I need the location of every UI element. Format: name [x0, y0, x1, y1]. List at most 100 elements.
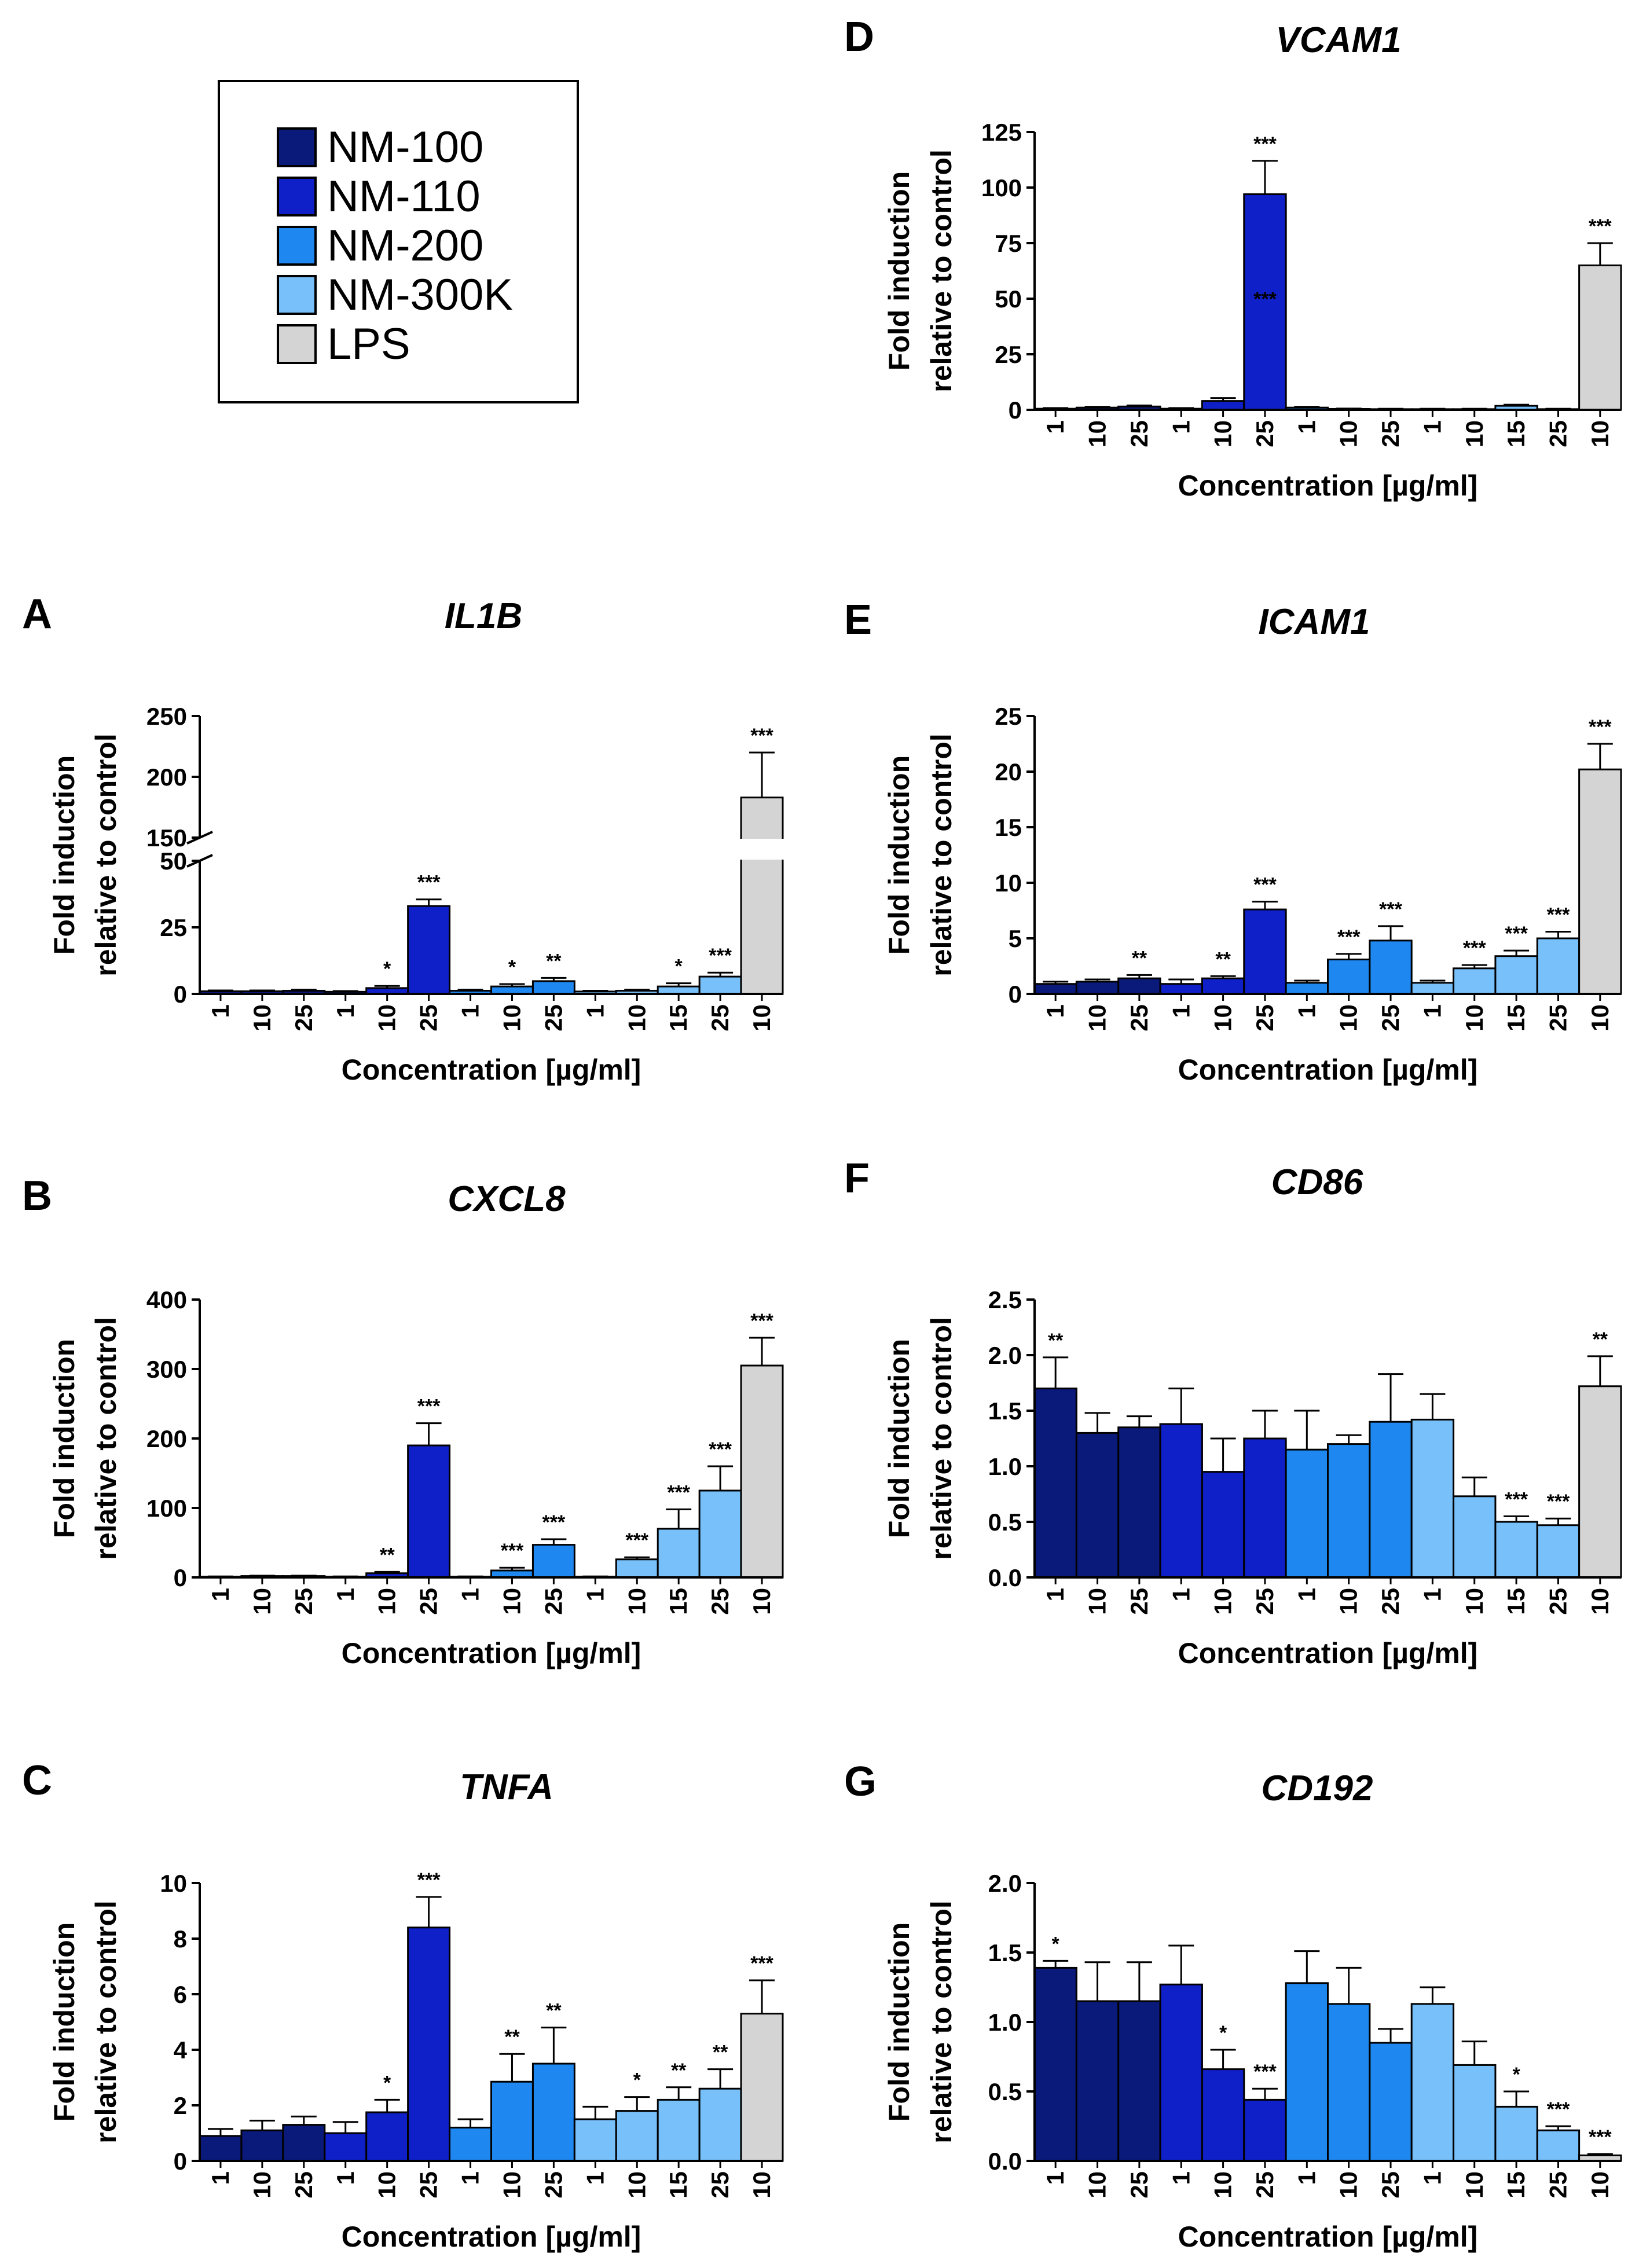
x-tick-label: 25 — [1125, 1004, 1153, 1032]
bar — [1369, 2042, 1413, 2162]
significance-marker: ** — [546, 2000, 562, 2022]
x-tick-label: 25 — [1377, 1588, 1404, 1615]
y-axis-label: relative to control — [925, 733, 958, 977]
significance-marker: *** — [750, 1310, 773, 1332]
bar — [1075, 981, 1120, 995]
panel-letter: G — [844, 1759, 877, 1805]
x-tick-label: 25 — [1544, 420, 1571, 447]
significance-marker: ** — [1048, 1330, 1064, 1352]
x-tick-label: 1 — [1418, 1588, 1446, 1601]
bar — [531, 980, 575, 995]
bar — [698, 1489, 742, 1579]
bar — [573, 2118, 617, 2162]
x-tick-label: 1 — [207, 2171, 234, 2185]
x-tick-label: 15 — [665, 1004, 692, 1032]
bar — [1369, 1421, 1413, 1579]
y-axis-label: Fold induction — [48, 1339, 80, 1538]
bar — [1494, 955, 1538, 995]
bar — [1453, 1495, 1497, 1579]
y-axis-label: relative to control — [925, 1900, 958, 2144]
bar — [1536, 1524, 1581, 1579]
x-tick-label: 1 — [1042, 2171, 1069, 2185]
y-tick-label: 25 — [995, 341, 1022, 368]
bar — [407, 905, 451, 995]
x-tick-label: 25 — [1377, 2171, 1404, 2199]
panel-title: ICAM1 — [1259, 602, 1370, 642]
x-tick-label: 10 — [1461, 1004, 1488, 1032]
bar — [1159, 1423, 1203, 1579]
y-axis-label: Fold induction — [48, 755, 80, 955]
x-tick-label: 10 — [1586, 420, 1614, 447]
x-tick-label: 1 — [1042, 1588, 1069, 1601]
x-tick-label: 1 — [1167, 420, 1194, 434]
significance-marker: ** — [546, 950, 562, 972]
y-axis-label: relative to control — [925, 149, 958, 392]
significance-marker: * — [675, 956, 683, 978]
significance-marker: *** — [1253, 2061, 1277, 2083]
x-tick-label: 1 — [1167, 1588, 1194, 1601]
bar — [407, 1926, 451, 2162]
x-tick-label: 15 — [665, 2171, 692, 2199]
y-axis-label: relative to control — [925, 1317, 958, 1560]
bar — [1159, 1983, 1203, 2162]
significance-marker: * — [508, 956, 516, 978]
significance-marker: ** — [1215, 948, 1231, 970]
y-axis-label: Fold induction — [883, 1922, 915, 2122]
significance-marker: *** — [709, 945, 732, 967]
y-axis-label: Fold induction — [883, 755, 915, 955]
bar — [657, 2098, 701, 2162]
bar — [490, 2080, 534, 2162]
x-tick-label: 1 — [1418, 2171, 1446, 2185]
x-tick-label: 25 — [290, 1004, 317, 1032]
x-tick-label: 10 — [248, 1004, 276, 1032]
x-axis-label: Concentration [µg/ml] — [342, 1054, 641, 1086]
significance-marker: *** — [750, 725, 773, 747]
significance-marker: *** — [1547, 904, 1570, 926]
y-tick-label: 0.0 — [988, 2148, 1022, 2175]
significance-marker: ** — [1132, 947, 1147, 969]
bar — [1536, 937, 1581, 995]
panel-e: E ICAM1 Fold induction relative to control 1… — [844, 597, 1622, 1086]
panel-title: VCAM1 — [1275, 20, 1401, 60]
x-tick-label: 10 — [1209, 1004, 1237, 1032]
x-tick-label: 10 — [1084, 1588, 1111, 1615]
x-tick-label: 10 — [373, 1004, 401, 1032]
x-tick-label: 25 — [1544, 2171, 1571, 2199]
significance-marker: *** — [1589, 716, 1612, 738]
significance-marker: * — [383, 2072, 391, 2094]
y-tick-label: 50 — [160, 847, 187, 875]
panel-title: IL1B — [445, 596, 522, 636]
panel-letter: A — [22, 591, 52, 637]
x-tick-label: 25 — [540, 2171, 567, 2199]
y-tick-label: 300 — [146, 1356, 187, 1383]
x-axis-label: Concentration [µg/ml] — [1178, 1637, 1478, 1669]
legend-label: LPS — [327, 320, 410, 369]
y-tick-label: 25 — [160, 914, 187, 941]
significance-marker: *** — [417, 1869, 441, 1891]
break-gap — [740, 839, 784, 860]
x-tick-label: 1 — [1418, 420, 1446, 434]
legend-swatch — [277, 275, 317, 315]
bar — [1033, 1388, 1077, 1579]
significance-marker: *** — [667, 1481, 690, 1503]
x-tick-label: 25 — [1125, 2171, 1153, 2199]
legend-label: NM-110 — [327, 172, 481, 221]
y-tick-label: 15 — [995, 814, 1022, 841]
significance-marker: *** — [417, 872, 441, 894]
x-tick-label: 15 — [1502, 1588, 1530, 1615]
legend-label: NM-300K — [327, 270, 513, 320]
bar — [531, 1544, 575, 1579]
bar — [531, 2063, 575, 2162]
bar — [1578, 264, 1622, 411]
x-tick-label: 15 — [665, 1588, 692, 1615]
x-tick-label: 25 — [1377, 420, 1404, 447]
x-tick-label: 1 — [1293, 1004, 1320, 1018]
bar — [449, 2126, 492, 2162]
significance-marker: * — [1512, 2064, 1520, 2086]
x-tick-label: 10 — [1586, 2171, 1614, 2199]
significance-marker: ** — [1593, 1328, 1608, 1350]
panel-d: D VCAM1 Fold induction relative to control 1… — [844, 14, 1622, 502]
bar — [1285, 982, 1329, 995]
